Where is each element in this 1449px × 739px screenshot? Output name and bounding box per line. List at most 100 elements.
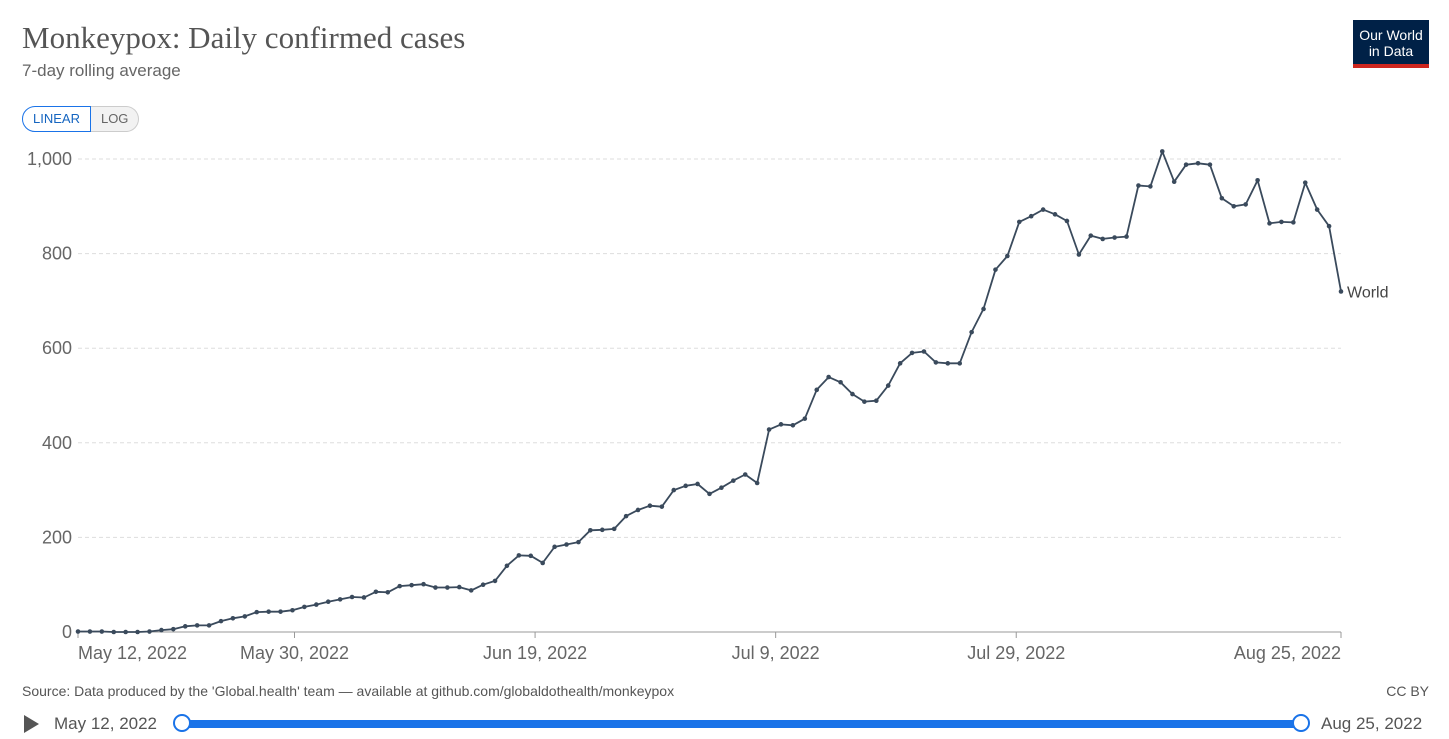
- owid-logo[interactable]: Our World in Data: [1353, 20, 1429, 68]
- data-point[interactable]: [1112, 235, 1117, 240]
- data-point[interactable]: [897, 361, 903, 366]
- data-point[interactable]: [635, 507, 641, 513]
- data-point[interactable]: [528, 553, 534, 559]
- data-point[interactable]: [433, 585, 438, 590]
- series-world[interactable]: World: [75, 149, 1389, 635]
- play-icon[interactable]: [24, 715, 39, 733]
- data-point[interactable]: [981, 306, 986, 312]
- data-point[interactable]: [1243, 202, 1248, 207]
- data-point[interactable]: [552, 544, 557, 550]
- data-point[interactable]: [659, 504, 665, 509]
- data-point[interactable]: [683, 483, 688, 489]
- data-point[interactable]: [1183, 162, 1189, 167]
- linear-scale-button[interactable]: LINEAR: [22, 106, 91, 132]
- data-point[interactable]: [1159, 149, 1165, 154]
- data-point[interactable]: [206, 623, 212, 628]
- data-point[interactable]: [1136, 183, 1141, 188]
- data-point[interactable]: [993, 267, 998, 272]
- data-point[interactable]: [1219, 195, 1225, 201]
- data-point[interactable]: [1195, 160, 1201, 166]
- data-point[interactable]: [933, 360, 939, 365]
- data-point[interactable]: [349, 594, 355, 600]
- data-point[interactable]: [325, 599, 331, 605]
- data-point[interactable]: [969, 329, 974, 335]
- data-point[interactable]: [623, 513, 629, 519]
- data-point[interactable]: [278, 609, 283, 614]
- data-point[interactable]: [707, 491, 712, 497]
- data-point[interactable]: [147, 629, 152, 634]
- data-point[interactable]: [171, 626, 176, 632]
- data-point[interactable]: [1326, 223, 1332, 229]
- data-point[interactable]: [885, 383, 891, 388]
- data-point[interactable]: [850, 391, 855, 397]
- data-point[interactable]: [874, 398, 879, 404]
- data-point[interactable]: [230, 615, 236, 621]
- data-point[interactable]: [1040, 207, 1046, 212]
- data-point[interactable]: [87, 629, 93, 634]
- data-point[interactable]: [1255, 177, 1260, 183]
- data-point[interactable]: [1028, 213, 1034, 219]
- data-point[interactable]: [754, 480, 760, 486]
- log-scale-button[interactable]: LOG: [90, 106, 140, 132]
- data-point[interactable]: [302, 604, 307, 610]
- data-point[interactable]: [218, 618, 224, 624]
- data-point[interactable]: [1171, 179, 1177, 185]
- data-point[interactable]: [1207, 162, 1213, 167]
- license-link[interactable]: CC BY: [1386, 683, 1429, 699]
- data-point[interactable]: [1231, 204, 1237, 209]
- data-point[interactable]: [254, 609, 260, 615]
- data-point[interactable]: [468, 588, 474, 593]
- data-point[interactable]: [314, 602, 319, 607]
- data-point[interactable]: [456, 584, 462, 590]
- timeline-end-handle[interactable]: [1292, 714, 1310, 732]
- data-point[interactable]: [814, 387, 820, 393]
- data-point[interactable]: [588, 528, 593, 533]
- data-point[interactable]: [1124, 234, 1129, 239]
- data-point[interactable]: [75, 629, 81, 634]
- data-point[interactable]: [742, 472, 748, 477]
- data-point[interactable]: [1064, 218, 1070, 224]
- data-point[interactable]: [445, 585, 450, 590]
- data-point[interactable]: [790, 422, 796, 428]
- data-point[interactable]: [99, 629, 105, 634]
- data-point[interactable]: [1338, 289, 1344, 294]
- data-point[interactable]: [409, 582, 414, 588]
- data-point[interactable]: [361, 595, 367, 600]
- data-point[interactable]: [766, 427, 772, 432]
- data-point[interactable]: [599, 527, 605, 533]
- data-point[interactable]: [242, 614, 248, 619]
- data-point[interactable]: [564, 542, 569, 547]
- timeline-track[interactable]: [182, 720, 1301, 728]
- data-point[interactable]: [862, 399, 867, 404]
- data-point[interactable]: [945, 361, 951, 366]
- source-note[interactable]: Source: Data produced by the 'Global.hea…: [22, 683, 675, 699]
- data-point[interactable]: [695, 481, 700, 487]
- data-point[interactable]: [135, 629, 140, 635]
- data-point[interactable]: [373, 589, 379, 595]
- data-point[interactable]: [1314, 207, 1320, 212]
- data-point[interactable]: [1052, 212, 1058, 217]
- data-point[interactable]: [802, 416, 808, 421]
- series-line[interactable]: [78, 150, 1342, 633]
- data-point[interactable]: [123, 629, 128, 635]
- data-point[interactable]: [1005, 253, 1010, 259]
- data-point[interactable]: [111, 629, 117, 635]
- data-point[interactable]: [611, 526, 617, 532]
- data-point[interactable]: [337, 597, 343, 602]
- data-point[interactable]: [1148, 184, 1153, 189]
- data-point[interactable]: [826, 374, 831, 380]
- timeline-start-handle[interactable]: [173, 714, 191, 732]
- data-point[interactable]: [778, 422, 784, 427]
- data-point[interactable]: [731, 478, 736, 483]
- data-point[interactable]: [397, 583, 403, 589]
- data-point[interactable]: [504, 563, 510, 569]
- data-point[interactable]: [540, 560, 545, 566]
- data-point[interactable]: [576, 539, 581, 545]
- data-point[interactable]: [1016, 219, 1022, 225]
- data-point[interactable]: [182, 624, 188, 629]
- data-point[interactable]: [909, 350, 915, 356]
- data-point[interactable]: [385, 589, 391, 595]
- data-point[interactable]: [671, 487, 677, 493]
- data-point[interactable]: [1279, 219, 1284, 225]
- data-point[interactable]: [1100, 236, 1105, 242]
